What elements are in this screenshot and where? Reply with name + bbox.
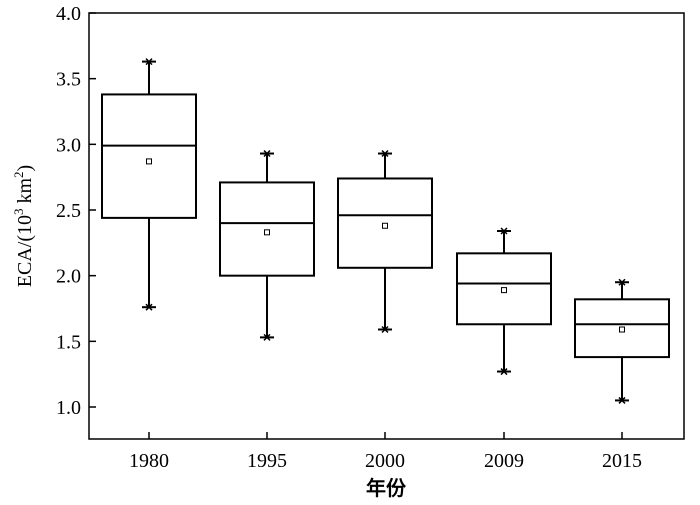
x-axis-label: 年份 [366,476,407,500]
x-axis-ticks: 1980 1995 2000 2009 2015 [129,432,642,472]
box-group [456,227,552,376]
x-tick-label: 2000 [365,450,405,472]
mean-marker [146,158,152,165]
y-tick-label: 4.0 [56,3,81,25]
ylabel-unit: km [14,178,36,209]
y-axis-label: ECA/(103 km2) [11,165,36,287]
y-tick-label: 3.5 [56,69,81,91]
ylabel-close: ) [14,165,36,172]
whisker-cap-min-mark [263,333,271,341]
mean-marker [619,326,625,333]
x-tick-label: 1995 [247,450,287,472]
box-iqr [101,93,197,219]
plot-area-frame [88,12,685,440]
mean-marker [382,222,388,229]
box-iqr [219,181,315,277]
box-group [574,278,670,404]
whisker-cap-min-mark [145,303,153,311]
y-tick-label: 1.5 [56,331,81,353]
box-series [101,58,670,404]
box-group [337,149,433,334]
whisker-cap-max-mark [381,149,389,158]
whisker-cap-max-mark [618,278,626,286]
x-tick-label: 2009 [484,450,524,472]
y-tick-label: 2.0 [56,266,81,288]
ylabel-exponent-1: 3 [11,209,26,216]
ylabel-main: ECA/(10 [14,215,36,287]
whisker-cap-max-mark [145,58,153,66]
ylabel-exponent-2: 2 [11,171,26,178]
whisker-cap-min-mark [618,396,626,404]
y-axis-ticks: 1.0 1.5 2.0 2.5 3.0 3.5 4.0 [56,3,96,419]
y-tick-label: 1.0 [56,397,81,419]
whisker-cap-min-mark [381,325,389,334]
mean-marker [264,229,270,236]
x-tick-label: 2015 [602,450,642,472]
whisker-cap-min-mark [500,368,508,376]
y-tick-label: 3.0 [56,134,81,156]
y-tick-label: 2.5 [56,200,81,222]
mean-marker [501,287,507,294]
whisker-cap-max-mark [263,149,271,158]
x-tick-label: 1980 [129,450,169,472]
box-group [219,149,315,341]
box-group [101,58,197,311]
box-iqr [574,298,670,359]
whisker-cap-max-mark [500,227,508,235]
